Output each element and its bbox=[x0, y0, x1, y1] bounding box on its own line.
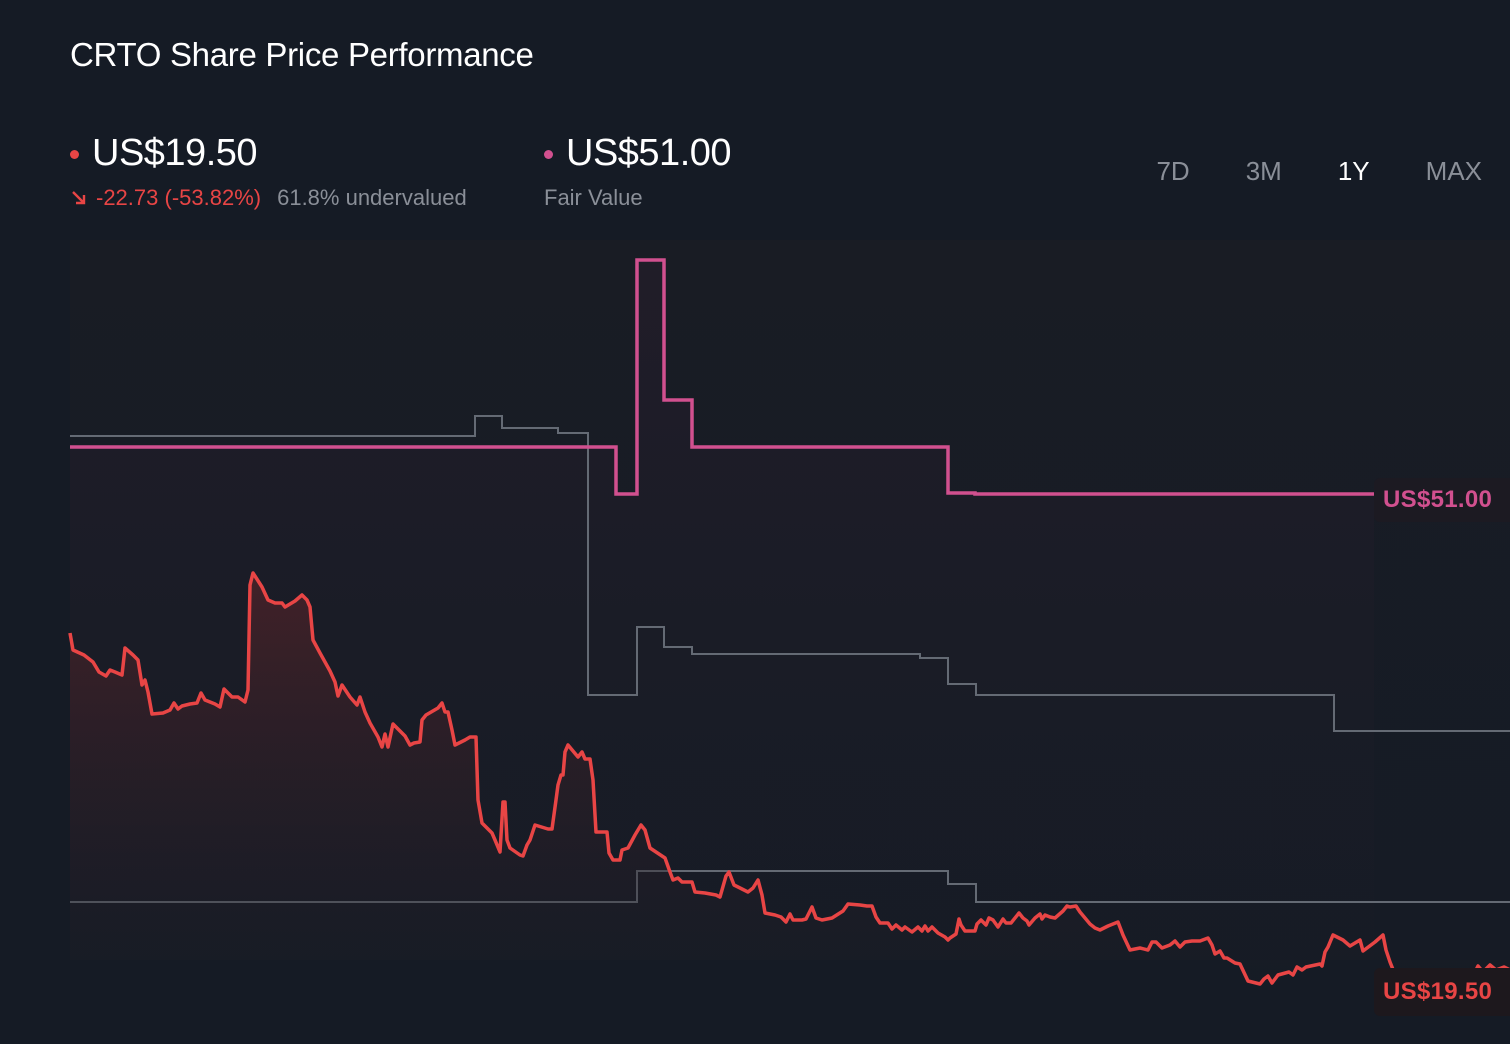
current-price: US$19.50 bbox=[92, 132, 258, 174]
price-end-label: US$19.50 bbox=[1374, 968, 1510, 1016]
price-change: -22.73 (-53.82%) bbox=[70, 185, 261, 211]
fair-value-legend-dot bbox=[544, 150, 553, 159]
fair-value: US$51.00 bbox=[566, 132, 732, 174]
analyst-high-target-line bbox=[70, 415, 1510, 732]
fair-value-line bbox=[70, 258, 1374, 496]
valuation-status: 61.8% undervalued bbox=[277, 185, 467, 210]
tab-3m[interactable]: 3M bbox=[1245, 156, 1282, 186]
arrow-down-right-icon bbox=[72, 191, 86, 205]
price-legend-dot bbox=[70, 150, 79, 159]
period-tabs: 7D 3M 1Y MAX bbox=[1128, 156, 1482, 187]
price-change-value: -22.73 (-53.82%) bbox=[96, 185, 262, 210]
tab-max[interactable]: MAX bbox=[1425, 156, 1482, 186]
fair-value-end-label: US$51.00 bbox=[1374, 478, 1510, 522]
fair-value-label: Fair Value bbox=[544, 185, 643, 210]
price-area bbox=[70, 573, 1510, 984]
tab-1y[interactable]: 1Y bbox=[1337, 156, 1370, 186]
page-title: CRTO Share Price Performance bbox=[70, 36, 534, 73]
current-price-block: US$19.50 -22.73 (-53.82%) 61.8% underval… bbox=[70, 132, 467, 211]
fair-value-block: US$51.00 Fair Value bbox=[544, 132, 732, 211]
tab-7d[interactable]: 7D bbox=[1156, 156, 1190, 186]
price-line bbox=[68, 571, 1510, 986]
